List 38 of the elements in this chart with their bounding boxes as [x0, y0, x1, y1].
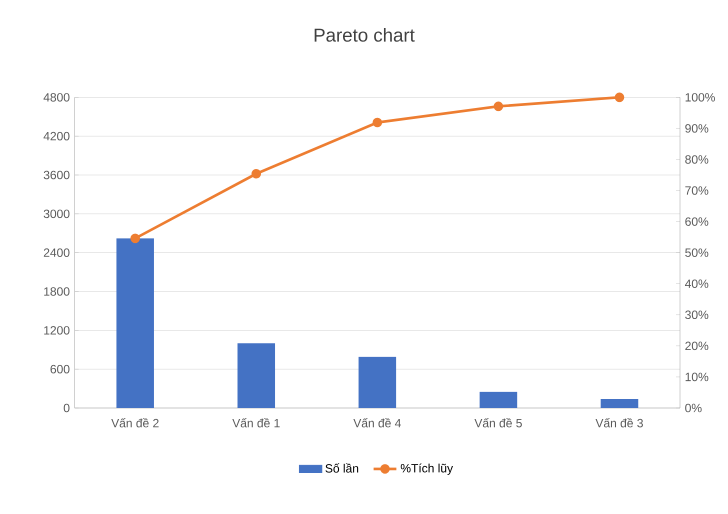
point [614, 92, 624, 102]
bar [480, 392, 518, 408]
y2-tick-label: 90% [685, 124, 708, 133]
y2-tick-label: 0% [685, 404, 702, 412]
y2-tick-label: 70% [685, 186, 708, 195]
y-tick-label: 3600 [44, 170, 70, 180]
x-tick-label: Vấn đề 4 [353, 418, 401, 428]
y-tick-label: 4800 [44, 93, 70, 102]
y-tick-label: 600 [50, 364, 70, 374]
y2-tick-label: 30% [685, 310, 708, 320]
y2-tick-label: 20% [685, 342, 708, 350]
y2-tick-label: 80% [685, 155, 708, 164]
bar [238, 343, 276, 408]
point [372, 118, 382, 128]
point [130, 234, 140, 244]
x-tick-label: Vấn đề 5 [474, 418, 522, 428]
point [494, 102, 504, 112]
y-tick-label: 1200 [44, 326, 70, 335]
x-tick-label: Vấn đề 1 [232, 418, 280, 428]
x-tick-label: Vấn đề 2 [111, 418, 159, 428]
legend-label: Số lần [325, 463, 358, 473]
legend-label: %Tích lũy [400, 463, 454, 475]
y-tick-label: 0 [64, 404, 70, 412]
y2-tick-label: 50% [685, 248, 708, 257]
bar [600, 398, 638, 408]
chart-title: Pareto chart [314, 28, 415, 42]
bar [358, 356, 396, 408]
y-tick-label: 4200 [44, 132, 70, 140]
y2-tick-label: 100% [686, 93, 715, 102]
y2-tick-label: 40% [684, 279, 708, 288]
y-tick-label: 3000 [44, 210, 70, 218]
x-tick-label: Vấn đề 3 [596, 418, 643, 428]
y2-tick-label: 60% [685, 217, 708, 226]
bar [116, 238, 154, 408]
point [251, 168, 262, 179]
y-tick-label: 2400 [44, 248, 70, 257]
y2-tick-label: 10% [686, 372, 708, 382]
y-tick-label: 1800 [44, 287, 70, 296]
